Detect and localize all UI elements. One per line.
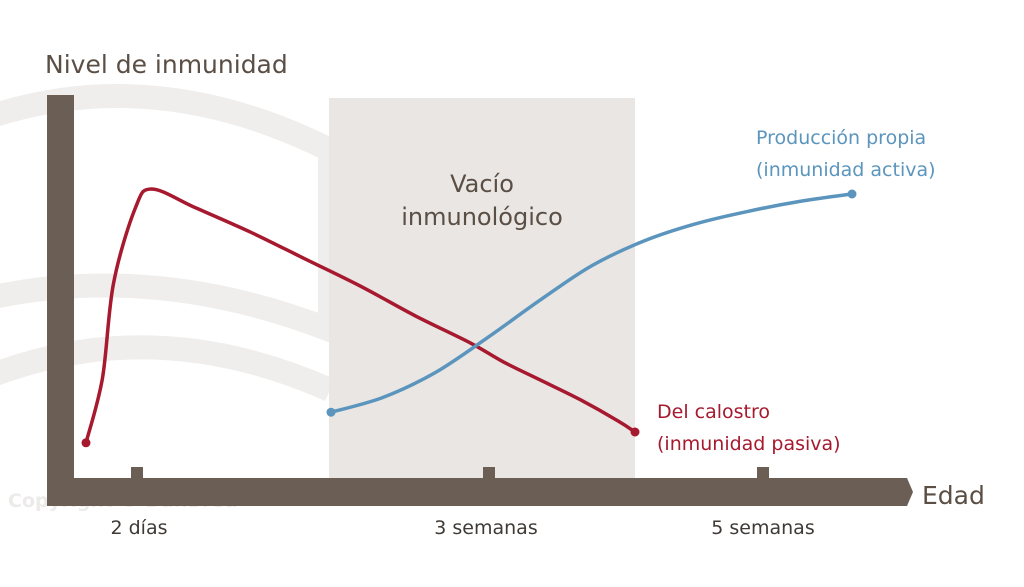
immunity-gap-band	[329, 98, 635, 478]
band-label-line1: Vacío	[450, 170, 514, 198]
series-line-active-immunity	[329, 192, 854, 414]
passive-label-line1: Del calostro	[657, 401, 770, 423]
passive-end-point	[630, 427, 640, 437]
x-tick-label-2: 3 semanas	[434, 517, 537, 539]
active-label-line1: Producción propia	[756, 127, 926, 149]
x-axis	[47, 478, 907, 506]
active-start-point	[326, 407, 336, 417]
active-end-point	[847, 189, 857, 199]
series-line-passive-immunity	[84, 187, 637, 445]
band-label-line2: inmunológico	[401, 203, 563, 231]
y-axis-title: Nivel de inmunidad	[45, 50, 288, 79]
active-label-line2: (inmunidad activa)	[756, 159, 936, 181]
x-tick-label-3: 5 semanas	[711, 517, 814, 539]
y-axis	[47, 95, 74, 492]
x-tick-mark-3	[757, 467, 769, 479]
x-tick-mark-1	[131, 467, 143, 479]
x-tick-label-1: 2 días	[110, 517, 167, 539]
passive-label-line2: (inmunidad pasiva)	[657, 433, 841, 455]
x-axis-title: Edad	[922, 481, 985, 510]
passive-start-point	[81, 438, 91, 448]
x-axis-arrow	[907, 478, 913, 506]
x-tick-mark-2	[483, 467, 495, 479]
